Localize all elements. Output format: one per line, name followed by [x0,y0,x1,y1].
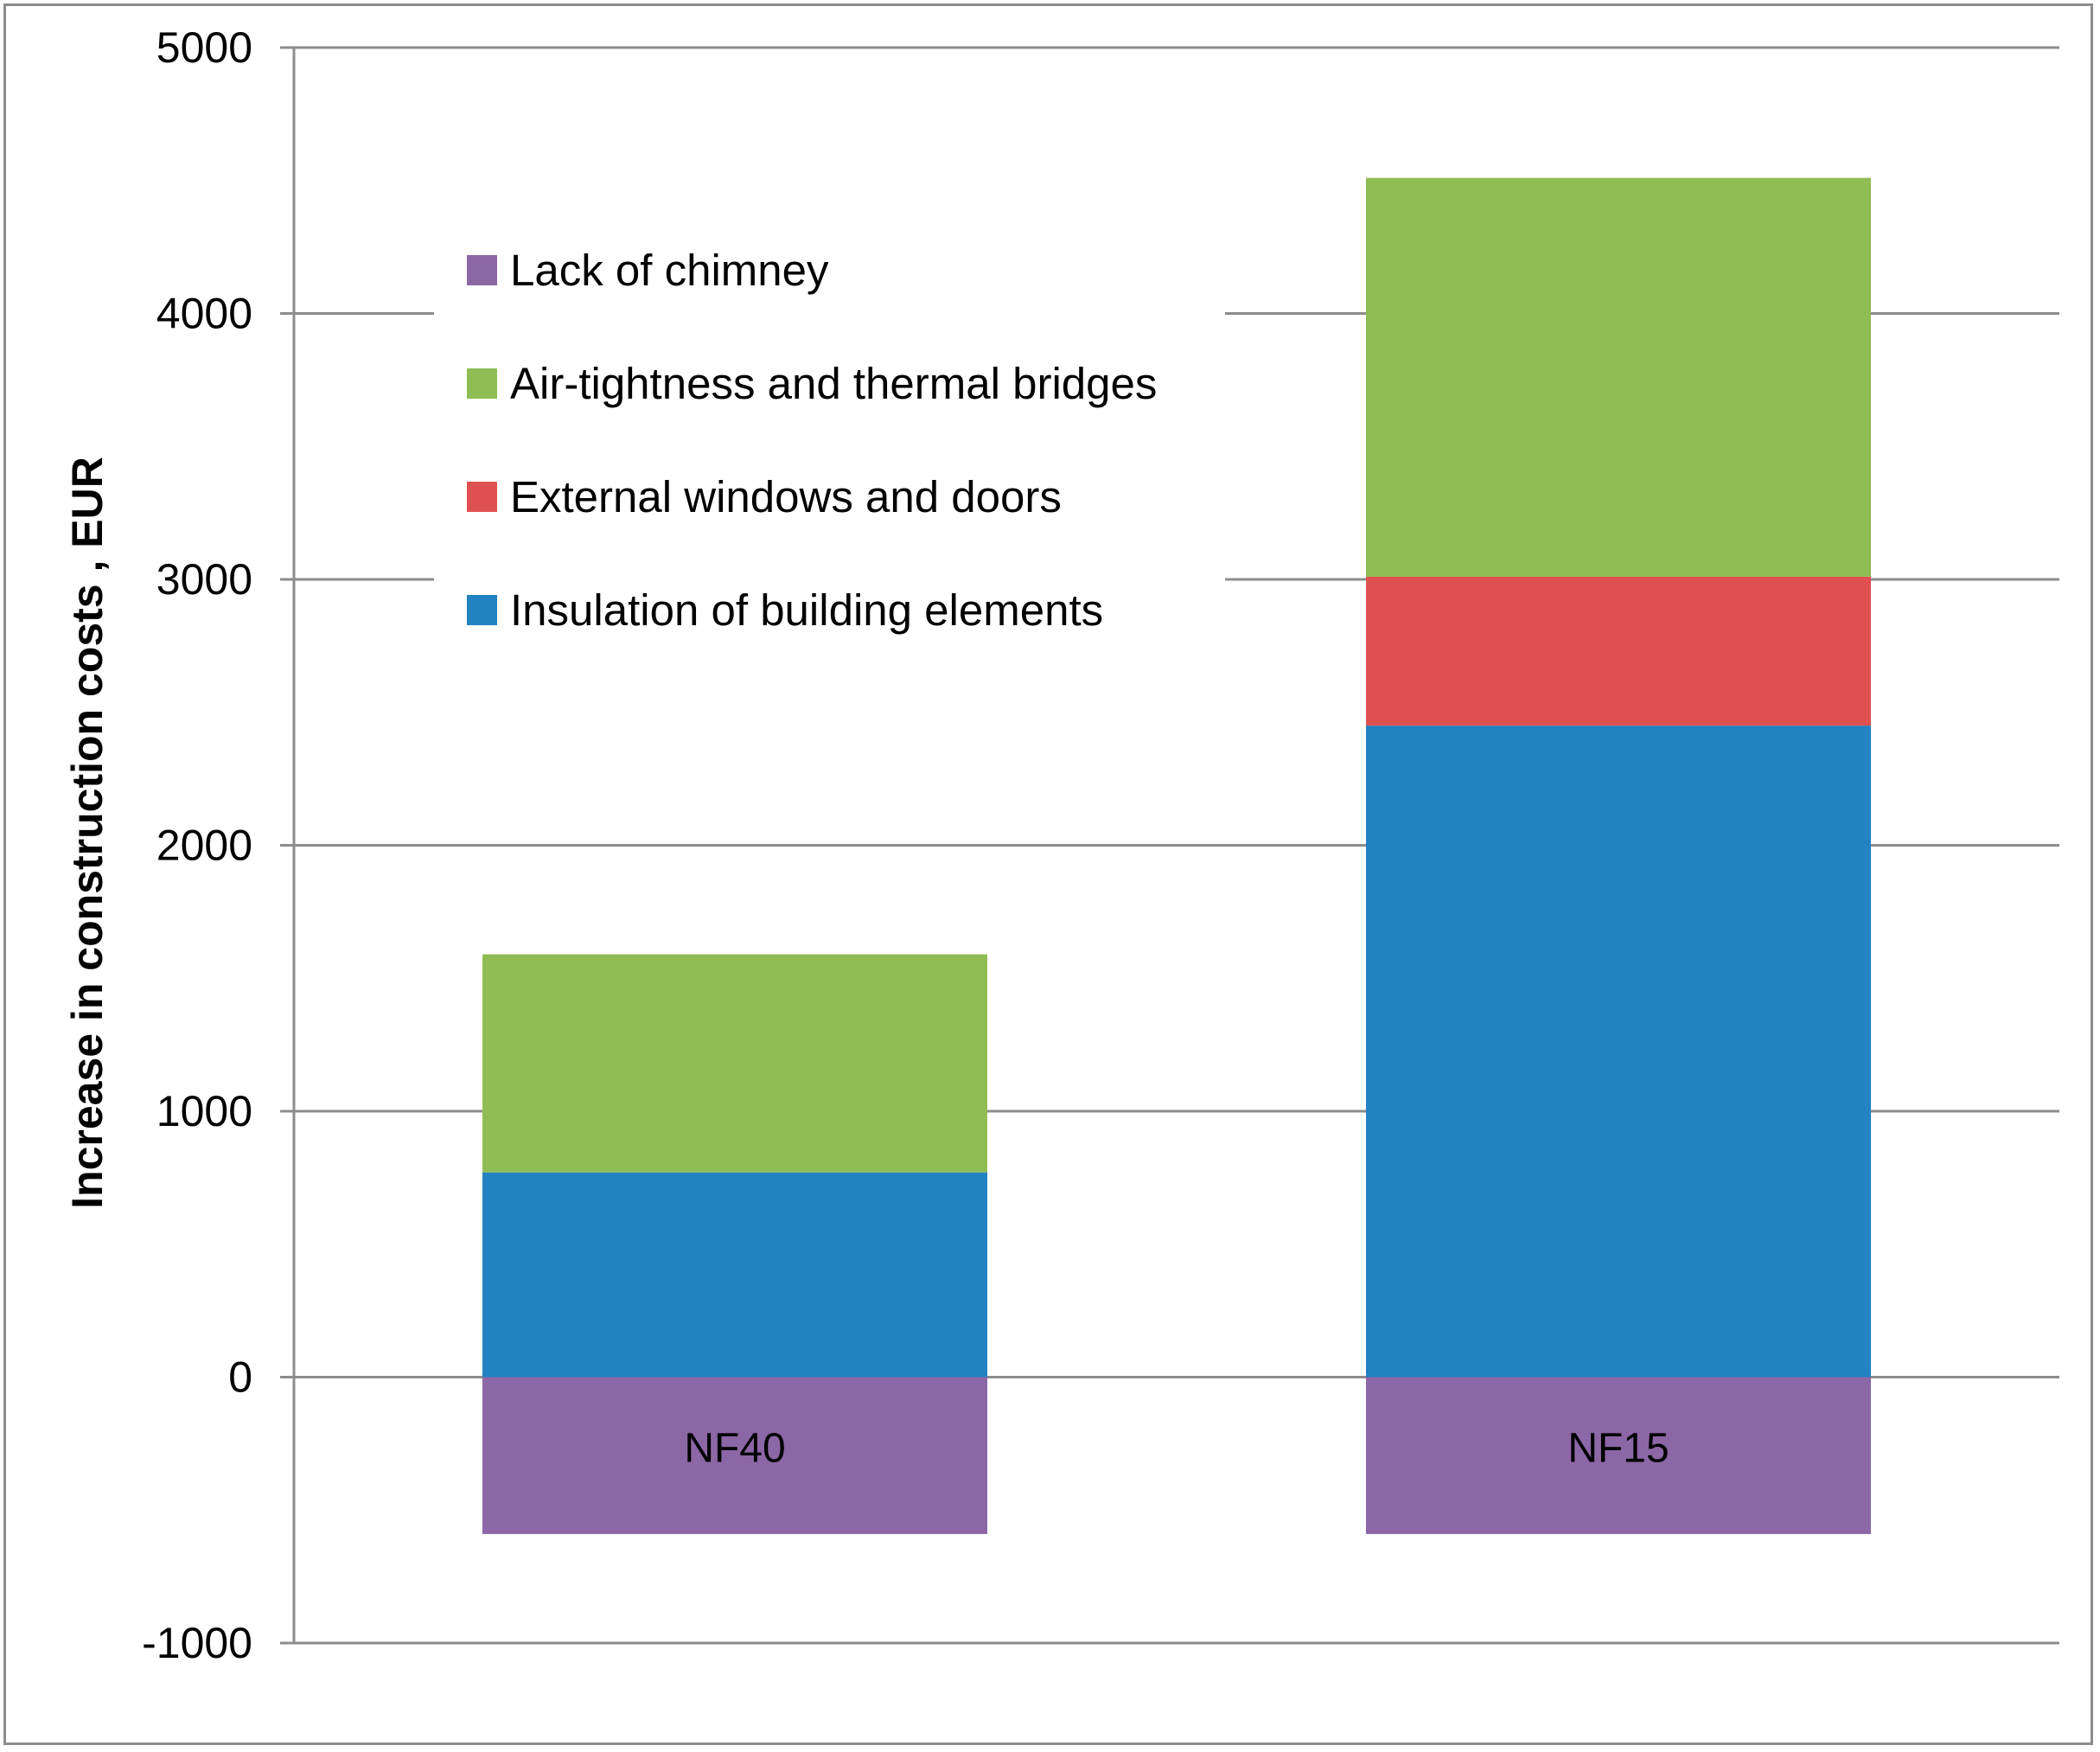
legend: Lack of chimney Air-tightness and thermal… [467,246,1157,635]
bar-segment [1366,726,1871,1378]
y-tick-label: 3000 [156,555,252,604]
y-tick-label: 5000 [156,23,252,72]
y-tick-label: 0 [228,1353,252,1402]
bar-segment [482,954,987,1173]
y-tick-label: 2000 [156,822,252,870]
y-tick-label: 4000 [156,290,252,338]
bar-segment [482,1172,987,1378]
y-axis-label: Increase in construction costs , EUR [63,457,112,1209]
bar-segment [482,1377,987,1534]
legend-label: Insulation of building elements [510,585,1103,635]
bar-segment [1366,177,1871,577]
y-tick-label: 1000 [156,1087,252,1135]
legend-box [434,221,1225,649]
bars [482,177,1871,1534]
y-tick-label: -1000 [142,1619,252,1667]
legend-label: Lack of chimney [510,246,829,295]
legend-label: Air-tightness and thermal bridges [510,359,1157,408]
bar-segment [1366,576,1871,726]
legend-background [434,221,1225,649]
bar-segment [1366,1377,1871,1534]
legend-swatch [467,482,497,512]
legend-swatch [467,255,497,285]
legend-label: External windows and doors [510,472,1062,521]
category-labels: NF40 NF15 [684,1426,1669,1472]
category-label: NF40 [684,1426,785,1472]
legend-swatch [467,368,497,399]
chart-frame [3,3,2093,1745]
category-label: NF15 [1567,1426,1669,1472]
y-tick-labels: 5000 4000 3000 2000 1000 0 -1000 [142,23,252,1667]
legend-swatch [467,595,497,625]
